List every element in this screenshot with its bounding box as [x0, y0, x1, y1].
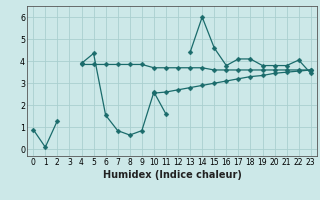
X-axis label: Humidex (Indice chaleur): Humidex (Indice chaleur): [103, 170, 241, 180]
